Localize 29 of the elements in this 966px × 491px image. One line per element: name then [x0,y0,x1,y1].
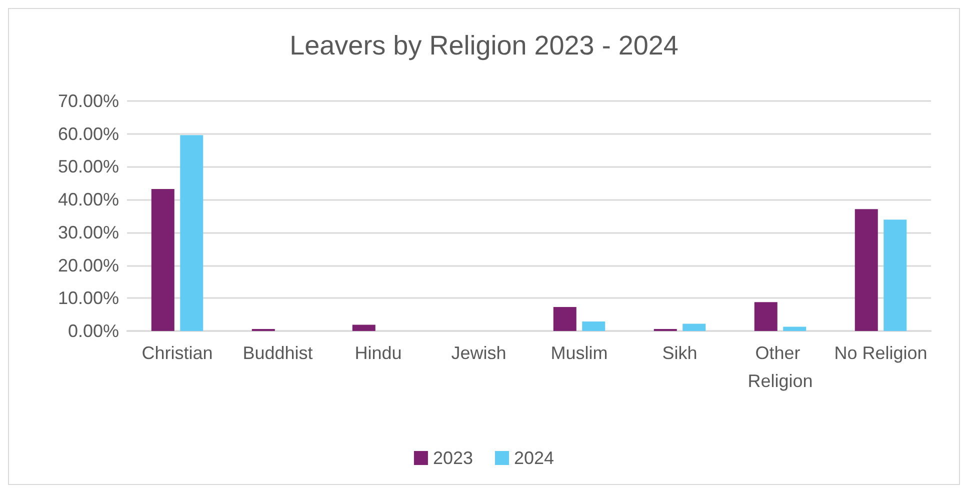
y-tick-label: 50.00% [58,156,119,177]
x-tick-label: Christian [142,343,213,363]
x-tick-label: Jewish [451,343,506,363]
bar [553,307,576,331]
chart-title: Leavers by Religion 2023 - 2024 [290,30,678,60]
bar [352,324,376,331]
bar [884,220,907,331]
x-tick-label: Muslim [550,343,608,363]
x-tick-label: No Religion [834,343,928,363]
y-tick-label: 10.00% [58,288,119,308]
y-tick-label: 30.00% [58,222,119,242]
legend-label: 2023 [432,448,474,468]
bar [754,302,778,331]
x-tick-label: Other Religion [748,343,813,391]
y-tick-label: 0.00% [68,321,119,341]
bar [854,209,878,331]
legend-label: 2024 [514,448,554,468]
x-tick-label: Sikh [662,343,698,363]
bar [682,324,706,331]
bar [151,189,174,331]
y-tick-label: 40.00% [58,190,119,210]
bar [783,326,806,331]
bar [582,321,606,331]
y-tick-label: 70.00% [58,91,119,111]
y-tick-label: 60.00% [58,124,119,144]
y-tick-label: 20.00% [58,255,119,276]
x-tick-label: Buddhist [242,343,313,363]
bar [180,135,204,331]
x-tick-label: Hindu [354,343,402,363]
